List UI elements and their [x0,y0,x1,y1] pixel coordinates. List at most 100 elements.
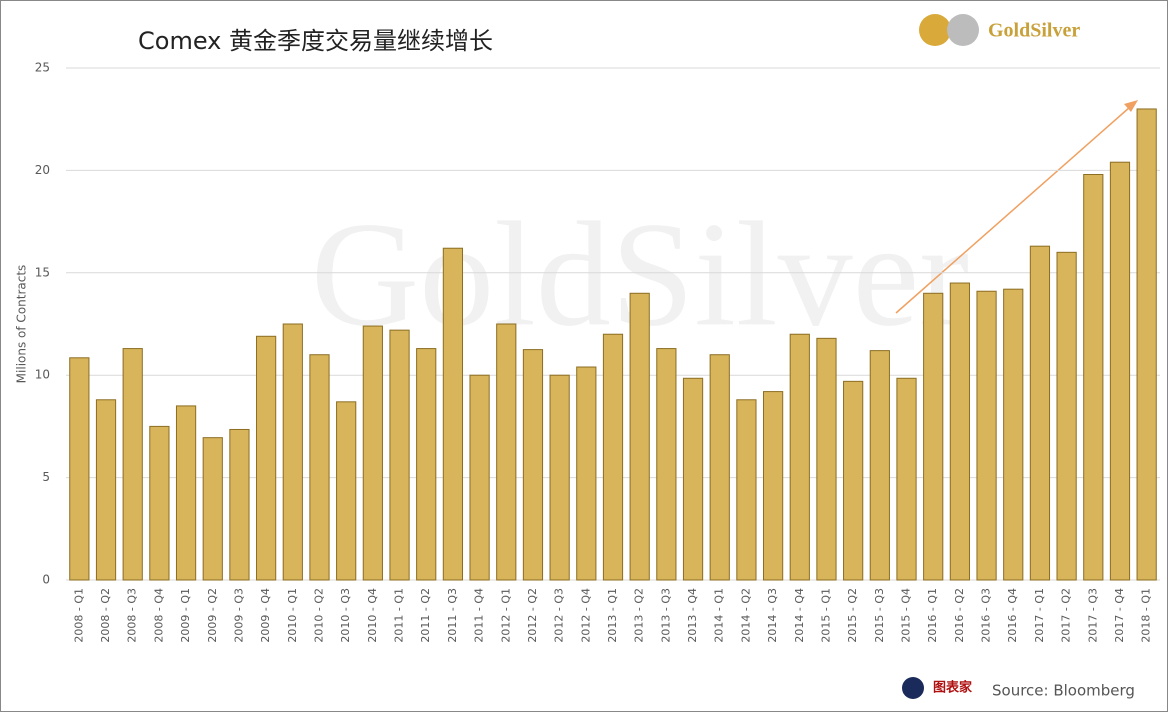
y-tick-label: 15 [35,265,50,279]
x-tick-label: 2012 - Q2 [526,588,539,643]
x-tick-label: 2013 - Q1 [606,588,619,643]
y-tick-label: 20 [35,163,50,177]
bar [496,323,517,581]
bar [256,335,277,581]
x-tick-label: 2014 - Q4 [793,588,806,643]
bar [149,425,170,581]
bar [1136,108,1157,581]
x-tick-label: 2016 - Q1 [926,588,939,643]
x-tick-label: 2011 - Q1 [393,588,406,643]
bar [762,391,784,581]
bar [923,292,944,581]
bar [816,337,837,581]
x-tick-label: 2010 - Q3 [339,588,352,643]
bar [416,348,437,581]
x-tick-label: 2010 - Q2 [312,588,325,643]
bar [229,428,250,581]
x-tick-label: 2017 - Q2 [1060,588,1073,643]
x-tick-label: 2010 - Q4 [366,588,379,643]
x-tick-label: 2009 - Q3 [232,588,245,643]
chart-title: Comex 黄金季度交易量继续增长 [138,27,493,55]
bar [682,377,704,581]
x-tick-label: 2015 - Q1 [819,588,832,643]
x-tick-label: 2012 - Q1 [499,588,512,643]
bar [896,377,917,581]
bar [389,329,410,581]
x-tick-label: 2013 - Q3 [659,588,672,643]
x-tick-label: 2011 - Q4 [473,588,486,643]
x-tick-label: 2008 - Q1 [72,588,85,643]
bar [202,437,223,581]
x-tick-label: 2015 - Q4 [900,588,913,643]
x-tick-label: 2017 - Q3 [1086,588,1099,643]
trend-arrow [895,106,1131,314]
bar [1003,288,1024,581]
x-tick-label: 2017 - Q1 [1033,588,1046,643]
y-axis-label: Milions of Contracts [15,265,29,384]
x-tick-label: 2008 - Q4 [152,588,165,643]
x-tick-label: 2010 - Q1 [286,588,299,643]
x-tick-label: 2014 - Q1 [713,588,726,643]
bar [175,405,197,581]
x-tick-label: 2008 - Q3 [126,588,139,643]
x-tick-label: 2011 - Q2 [419,588,432,643]
bar [602,333,624,581]
x-tick-label: 2016 - Q3 [980,588,993,643]
y-tick-label: 10 [35,368,50,382]
x-tick-label: 2017 - Q4 [1113,588,1126,643]
bar [442,247,464,581]
bar [976,290,997,581]
source: Source: Bloomberg [992,682,1135,700]
x-tick-label: 2012 - Q3 [553,588,566,643]
y-tick-label: 5 [42,470,50,484]
bar [122,348,143,581]
bar [549,374,570,581]
bar [522,349,544,581]
credit: 图表家 [933,680,973,696]
x-tick-label: 2009 - Q2 [206,588,219,643]
x-tick-label: 2013 - Q4 [686,588,699,643]
bar [656,348,677,581]
bar [1109,161,1131,581]
x-tick-label: 2012 - Q4 [579,588,592,643]
bar [336,401,357,581]
bar [576,366,597,581]
x-tick-label: 2016 - Q2 [953,588,966,643]
x-tick-label: 2016 - Q4 [1006,588,1019,643]
bar [95,399,117,581]
bar [949,282,970,581]
bar [309,354,330,581]
bar [282,323,303,581]
x-tick-label: 2014 - Q2 [739,588,752,643]
x-tick-label: 2015 - Q3 [873,588,886,643]
x-tick-label: 2013 - Q2 [633,588,646,643]
x-tick-label: 2011 - Q3 [446,588,459,643]
y-tick-label: 25 [35,61,50,75]
x-tick-label: 2014 - Q3 [766,588,779,643]
credit-icon [902,677,924,699]
x-tick-label: 2015 - Q2 [846,588,859,643]
bar [1029,245,1051,581]
x-tick-label: 2009 - Q1 [179,588,192,643]
bar [789,333,810,581]
logo: GoldSilver [988,20,1080,42]
bar [1083,173,1104,581]
x-tick-label: 2009 - Q4 [259,588,272,643]
arrow-head [1124,100,1138,112]
bar [469,374,490,581]
bar [362,325,383,581]
logo-coin [919,14,951,46]
bar [629,292,650,581]
x-tick-label: 2008 - Q2 [99,588,112,643]
bar [69,357,90,581]
logo-coin [947,14,979,46]
bar [709,354,730,581]
x-tick-label: 2018 - Q1 [1140,588,1153,643]
bar [869,350,890,581]
bar [843,380,864,581]
bar [1056,251,1077,581]
y-tick-label: 0 [42,573,50,587]
